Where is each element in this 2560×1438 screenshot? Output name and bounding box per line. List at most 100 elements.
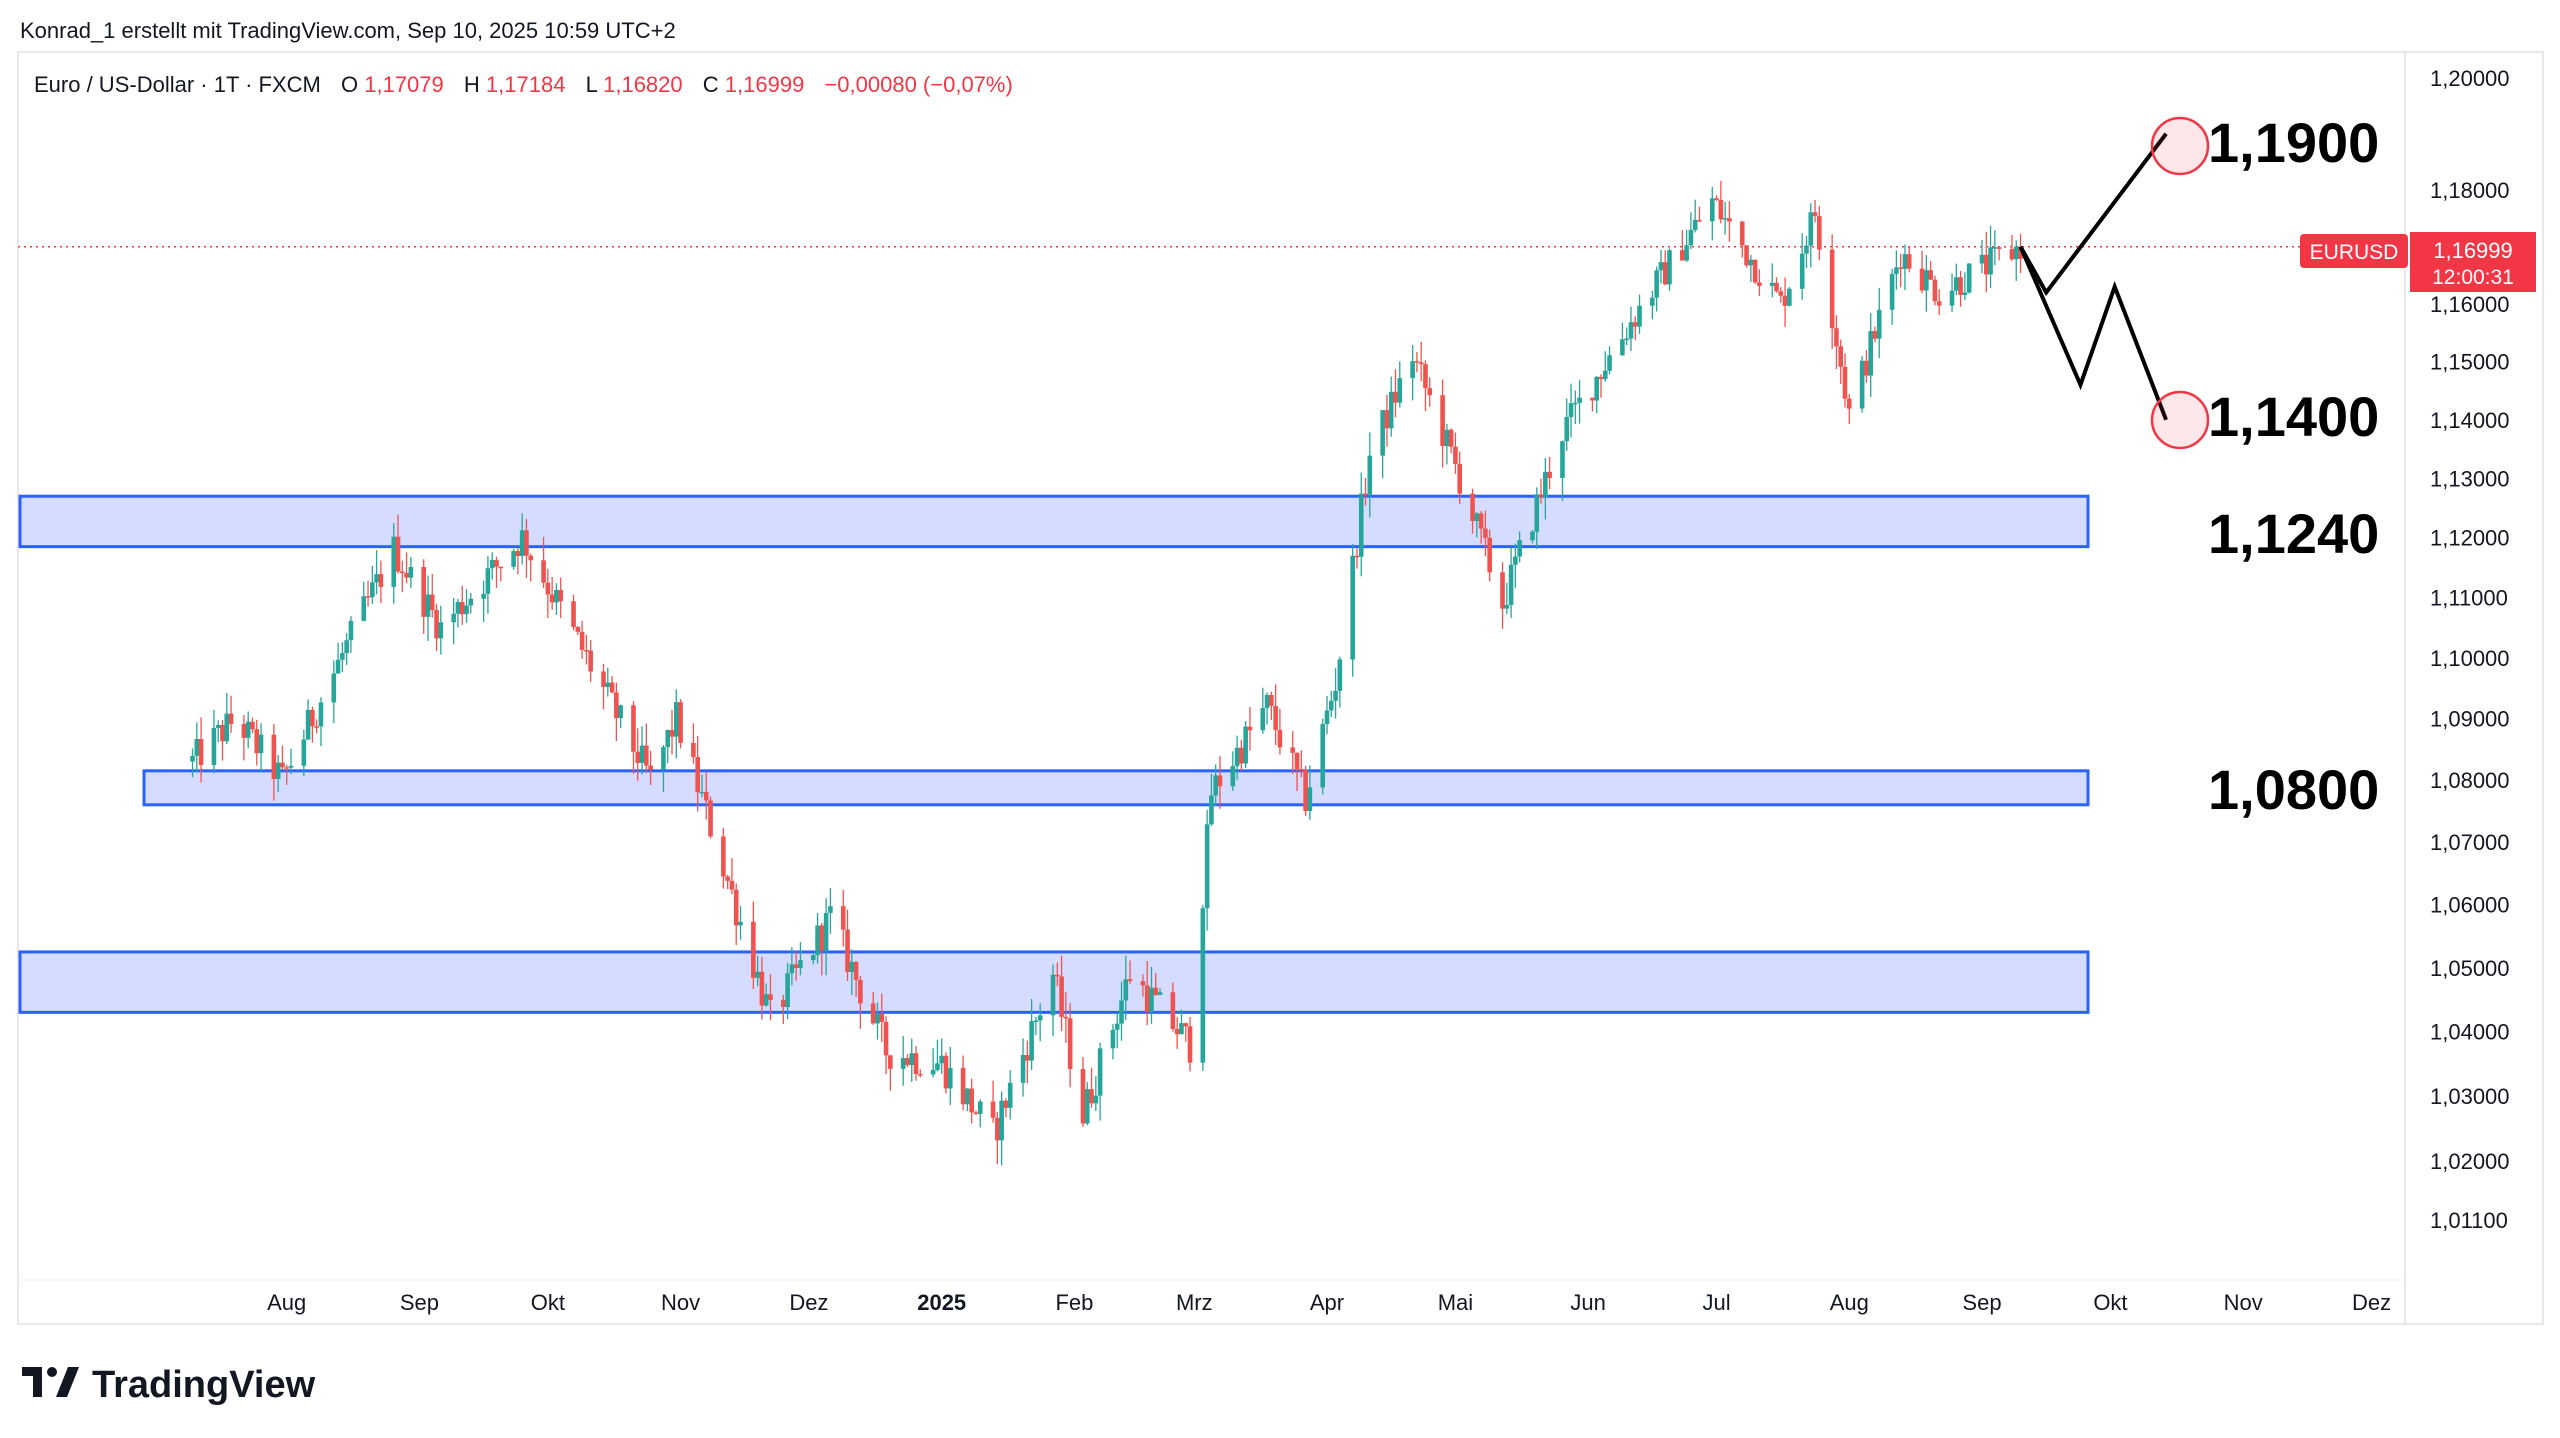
candle-body <box>648 765 653 770</box>
candle-body <box>1063 1016 1069 1019</box>
candle-body <box>1303 769 1308 811</box>
tv-logo-dot <box>47 1367 57 1377</box>
candle-body <box>1949 290 1955 306</box>
level-label-4: 1,0800 <box>2208 758 2379 821</box>
candle-body <box>1799 253 1805 289</box>
candle-body <box>1358 493 1364 557</box>
candle-body <box>305 709 311 740</box>
candle-body <box>258 734 264 754</box>
candle-body <box>1290 747 1296 753</box>
candle-body <box>1817 216 1822 250</box>
candle-body <box>391 536 397 587</box>
candle-body <box>943 1055 949 1089</box>
candle-body <box>1110 1029 1116 1049</box>
candle-body <box>515 551 521 556</box>
candle-body <box>1846 398 1852 409</box>
x-tick-label: Mrz <box>1176 1290 1213 1315</box>
candle-body <box>408 566 414 578</box>
candle-body <box>335 659 341 674</box>
candle-body <box>669 730 675 737</box>
candle-body <box>1059 976 1064 1017</box>
candle-body <box>1889 274 1895 310</box>
candle-body <box>969 1088 974 1113</box>
candle-body <box>1453 446 1458 464</box>
candle-body <box>1547 471 1552 478</box>
symbol-name: Euro / US-Dollar · 1T · FXCM <box>34 72 321 97</box>
candle-body <box>245 721 251 738</box>
x-tick-label: Aug <box>267 1290 306 1315</box>
candle-body <box>284 767 290 769</box>
candle-body <box>789 964 795 974</box>
candle-body <box>1487 537 1492 573</box>
candle-body <box>1174 1028 1180 1035</box>
candle-body <box>995 1117 1000 1141</box>
y-tick-label: 1,13000 <box>2430 467 2510 492</box>
candle-body <box>1294 752 1300 770</box>
projection-drawing <box>2018 132 2168 421</box>
candle-body <box>1709 198 1715 222</box>
candle-body <box>1153 987 1159 995</box>
candle-body <box>2013 246 2019 260</box>
candle-body <box>1894 267 1899 275</box>
candle-body <box>1440 395 1445 447</box>
candle-body <box>1144 985 1150 1013</box>
candle-body <box>549 594 555 603</box>
candle-body <box>224 713 230 742</box>
close-value: 1,16999 <box>725 72 805 97</box>
candle-body <box>819 925 825 951</box>
candle-body <box>1650 297 1655 306</box>
chart-frame <box>17 51 2544 1325</box>
candle-body <box>1692 219 1698 230</box>
candle-body <box>721 836 726 877</box>
candle-body <box>575 626 581 632</box>
candle-body <box>519 530 525 556</box>
target-circle-1 <box>2150 116 2210 176</box>
candle-body <box>344 640 349 654</box>
support-resistance-zones <box>18 494 2090 1014</box>
candle-body <box>361 596 367 621</box>
candle-body <box>695 757 700 793</box>
candle-body <box>1414 361 1420 363</box>
candle-body <box>1350 555 1355 660</box>
candle-body <box>965 1088 970 1105</box>
candle-body <box>759 971 765 1006</box>
y-tick-label: 1,07000 <box>2430 830 2510 855</box>
candle-body <box>1757 282 1762 286</box>
x-tick-label: Jun <box>1570 1290 1605 1315</box>
candle-body <box>1983 254 1989 275</box>
candle-body <box>1170 992 1176 1029</box>
candle-body <box>793 964 799 968</box>
candle-body <box>1277 729 1283 748</box>
candle-body <box>605 682 611 687</box>
candle-body <box>810 955 816 961</box>
candle-body <box>1739 221 1745 246</box>
candle-body <box>1307 787 1313 811</box>
candle-body <box>1423 364 1428 389</box>
candle-body <box>1543 471 1548 498</box>
symbol-tag: EURUSD <box>2310 241 2399 264</box>
candle-body <box>1213 775 1218 796</box>
candle-body <box>673 702 679 737</box>
candle-body <box>708 800 713 837</box>
candle-body <box>1598 376 1604 380</box>
candle-body <box>1050 974 1056 1016</box>
candle-body <box>1187 1026 1193 1063</box>
candle-body <box>631 705 636 752</box>
candle-body <box>1478 513 1484 529</box>
candle-body <box>1684 245 1689 261</box>
candle-body <box>738 921 743 926</box>
candle-body <box>1667 250 1672 285</box>
price-tag-bg <box>2410 232 2536 292</box>
y-tick-label: 1,15000 <box>2430 350 2510 375</box>
candle-body <box>763 994 769 1006</box>
candle-body <box>1474 513 1480 521</box>
candle-body <box>485 568 491 594</box>
y-tick-label: 1,14000 <box>2430 408 2510 433</box>
candle-body <box>211 728 217 766</box>
x-tick-label: Okt <box>531 1290 565 1315</box>
candle-body <box>1067 1018 1073 1069</box>
candle-body <box>1328 700 1334 711</box>
candle-body <box>1273 706 1278 730</box>
candle-body <box>314 726 319 728</box>
candle-body <box>913 1053 919 1074</box>
